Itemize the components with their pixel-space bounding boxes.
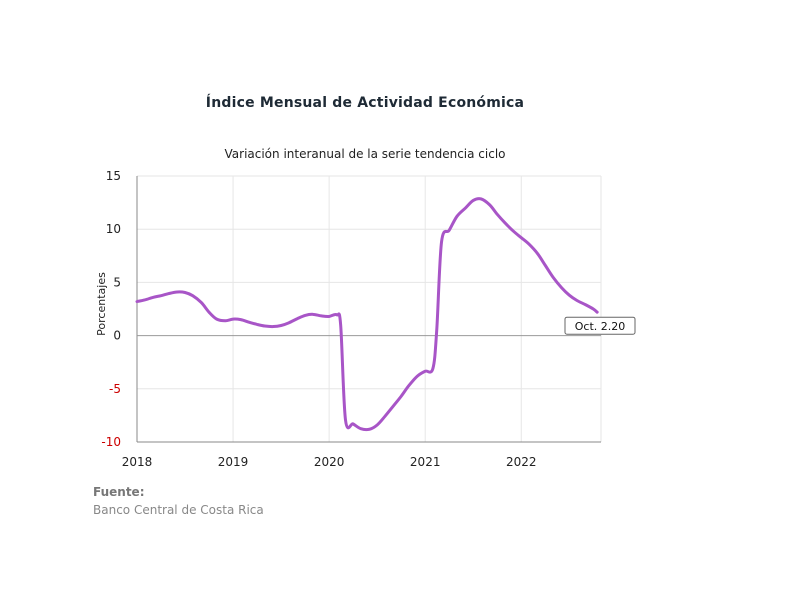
x-tick-label: 2021 <box>410 455 441 469</box>
x-tick-label: 2019 <box>218 455 249 469</box>
series-layer <box>135 197 599 432</box>
annotation-box <box>564 316 636 335</box>
annotation-label: Oct. 2.20 <box>575 320 626 333</box>
y-tick-label: 15 <box>106 169 121 183</box>
x-tick-label: 2022 <box>506 455 537 469</box>
y-tick-label: 0 <box>113 329 121 343</box>
x-tick-label: 2018 <box>122 455 153 469</box>
x-tick-label: 2020 <box>314 455 345 469</box>
grid-lines <box>136 175 602 443</box>
annotation-layer: Oct. 2.20 <box>564 316 636 335</box>
source-label: Fuente: <box>93 485 145 499</box>
y-tick-label: -10 <box>101 435 121 449</box>
y-axis-title: Porcentajes <box>95 272 108 336</box>
axes <box>136 176 601 443</box>
chart-subtitle: Variación interanual de la serie tendenc… <box>224 147 506 161</box>
y-tick-label: -5 <box>109 382 121 396</box>
chart-title: Índice Mensual de Actividad Económica <box>205 95 525 111</box>
series-line-0 <box>135 197 599 432</box>
y-tick-label: 5 <box>113 275 121 289</box>
source-text: Banco Central de Costa Rica <box>93 503 264 517</box>
y-tick-label: 10 <box>106 222 121 236</box>
